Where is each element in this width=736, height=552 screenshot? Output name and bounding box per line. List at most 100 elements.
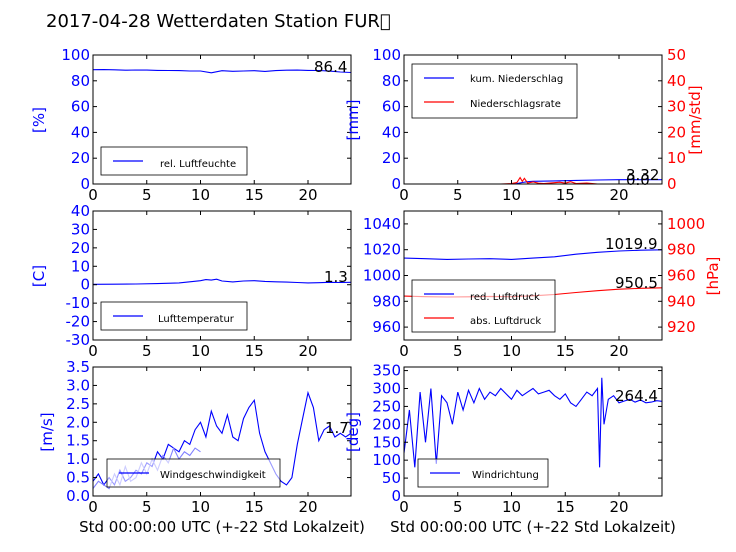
panel-temperature: 1.3 Lufttemperatur: [158, 268, 348, 325]
windspeed-value-label: 1.7: [325, 419, 349, 437]
humidity-ytick-label-1: 20: [71, 149, 90, 167]
pressure-ytick-label-0: 960: [372, 318, 401, 336]
panel-windspeed: 1.7 Windgeschwindigkeit: [160, 419, 349, 481]
temperature-ytick-label-3: 0: [80, 276, 90, 294]
temperature-ytick-label-0: -30: [66, 331, 91, 349]
pressure-xtick-label-2: 10: [502, 342, 521, 360]
winddir-ytick-label-4: 200: [372, 415, 401, 433]
precip-value-label-2: 0.0: [626, 171, 650, 189]
pressure-y2label: [hPa]: [704, 257, 722, 296]
pressure-ytick-label-1: 980: [372, 292, 401, 310]
panel-precip: 3.32 0.0 kum. Niederschlag Niederschlags…: [470, 74, 659, 189]
winddir-xtick-label-3: 15: [556, 498, 575, 516]
precip-legend-2: Niederschlagsrate: [470, 99, 561, 110]
windspeed-ylabel: [m/s]: [38, 412, 56, 451]
pressure-series-1: [404, 249, 662, 260]
precip-y2tick-label-0: 0: [667, 175, 677, 193]
temperature-ytick-label-7: 40: [71, 202, 90, 220]
pressure-ytick-label-4: 1040: [363, 215, 401, 233]
temperature-legend-1: Lufttemperatur: [158, 314, 235, 325]
precip-frame: [403, 54, 663, 185]
precip-ytick-label-3: 60: [382, 98, 401, 116]
humidity-frame: [92, 54, 352, 185]
temperature-xtick-label-1: 5: [142, 342, 152, 360]
winddir-ytick-label-5: 250: [372, 397, 401, 415]
precip-legend-1: kum. Niederschlag: [470, 74, 563, 85]
winddir-ytick-label-1: 50: [382, 469, 401, 487]
pressure-value-label-1: 1019.9: [605, 235, 658, 253]
winddir-ytick-label-2: 100: [372, 451, 401, 469]
panel-winddir: 264.4 Windrichtung: [472, 387, 658, 481]
pressure-legend-2: abs. Luftdruck: [470, 316, 541, 327]
winddir-xtick-label-4: 20: [609, 498, 628, 516]
precip-y2tick-label-3: 30: [667, 98, 686, 116]
pressure-legend-1: red. Luftdruck: [470, 292, 540, 303]
windspeed-xtick-label-2: 10: [191, 498, 210, 516]
precip-xtick-label-0: 0: [399, 186, 409, 204]
precip-y2tick-label-5: 50: [667, 46, 686, 64]
pressure-xtick-label-0: 0: [399, 342, 409, 360]
precip-ytick-label-0: 0: [391, 175, 401, 193]
pressure-y2tick-label-0: 920: [667, 318, 696, 336]
temperature-series-1: [93, 278, 351, 285]
precip-ytick-label-5: 100: [372, 46, 401, 64]
temperature-ytick-label-5: 20: [71, 239, 90, 257]
precip-ytick-label-4: 80: [382, 72, 401, 90]
precip-y2tick-label-1: 10: [667, 149, 686, 167]
pressure-ytick-label-2: 1000: [363, 267, 401, 285]
precip-xtick-label-1: 5: [453, 186, 463, 204]
precip-xtick-label-3: 15: [556, 186, 575, 204]
humidity-ytick-label-0: 0: [80, 175, 90, 193]
winddir-ytick-label-7: 350: [372, 362, 401, 380]
panel-pressure: 1019.9 950.5 red. Luftdruck abs. Luftdru…: [470, 235, 658, 327]
precip-ytick-label-1: 20: [382, 149, 401, 167]
precip-series-1: [404, 179, 662, 184]
precip-xtick-label-2: 10: [502, 186, 521, 204]
windspeed-ytick-label-4: 2.0: [66, 413, 90, 431]
humidity-series-1: [93, 69, 351, 74]
pressure-ytick-label-3: 1020: [363, 241, 401, 259]
precip-series-2: [404, 176, 662, 184]
precip-value-label-1: 3.32: [626, 166, 659, 184]
x-axis-label-right: Std 00:00:00 UTC (+-22 Std Lokalzeit): [390, 518, 676, 536]
pressure-xtick-label-4: 20: [609, 342, 628, 360]
temperature-frame: [92, 210, 352, 341]
pressure-legend-box: [411, 279, 556, 333]
temperature-ylabel: [C]: [30, 265, 48, 287]
windspeed-ytick-label-7: 3.5: [66, 358, 90, 376]
precip-xtick-label-4: 20: [609, 186, 628, 204]
temperature-xtick-label-3: 15: [245, 342, 264, 360]
pressure-axes: 0 5 10 15 20 960 980 1000 1020 1040 920 940 960 980 10…: [363, 210, 722, 360]
windspeed-xtick-label-4: 20: [298, 498, 317, 516]
windspeed-ytick-label-5: 2.5: [66, 395, 90, 413]
panel-humidity: 86.4 rel. Luftfeuchte: [160, 58, 347, 170]
temperature-xtick-label-0: 0: [88, 342, 98, 360]
humidity-xtick-label-0: 0: [88, 186, 98, 204]
winddir-frame: [403, 366, 663, 497]
humidity-axes: 0 5 10 15 20 0 20 40 60 80 100 [%]: [30, 46, 352, 204]
pressure-y2tick-label-3: 980: [667, 241, 696, 259]
windspeed-ytick-label-3: 1.5: [66, 432, 90, 450]
precip-y2tick-label-4: 40: [667, 72, 686, 90]
humidity-ytick-label-2: 40: [71, 123, 90, 141]
windspeed-ytick-label-0: 0.0: [66, 487, 90, 505]
precip-ylabel: [mm]: [344, 100, 362, 141]
temperature-ytick-label-1: -20: [66, 313, 91, 331]
pressure-value-label-2: 950.5: [615, 274, 658, 292]
pressure-xtick-label-1: 5: [453, 342, 463, 360]
humidity-ylabel: [%]: [30, 107, 48, 133]
windspeed-legend-1: Windgeschwindigkeit: [160, 470, 266, 481]
temperature-ytick-label-6: 30: [71, 220, 90, 238]
temperature-value-label: 1.3: [324, 268, 348, 286]
winddir-ytick-label-0: 0: [391, 487, 401, 505]
windspeed-axes: 0 5 10 15 20 0.00.51.01.52.02.53.03.5 [m/s]: [38, 358, 352, 516]
figure-title: 2017-04-28 Wetterdaten Station FUR : [46, 11, 391, 32]
humidity-legend-1: rel. Luftfeuchte: [160, 159, 236, 170]
x-axis-label-left: Std 00:00:00 UTC (+-22 Std Lokalzeit): [79, 518, 365, 536]
windspeed-xtick-label-1: 5: [142, 498, 152, 516]
precip-axes: 0 5 10 15 20 0 20 40 60 80 100 0 10 20 30 40 50 [mm] [mm/s…: [344, 46, 704, 204]
humidity-value-label: 86.4: [314, 58, 347, 76]
